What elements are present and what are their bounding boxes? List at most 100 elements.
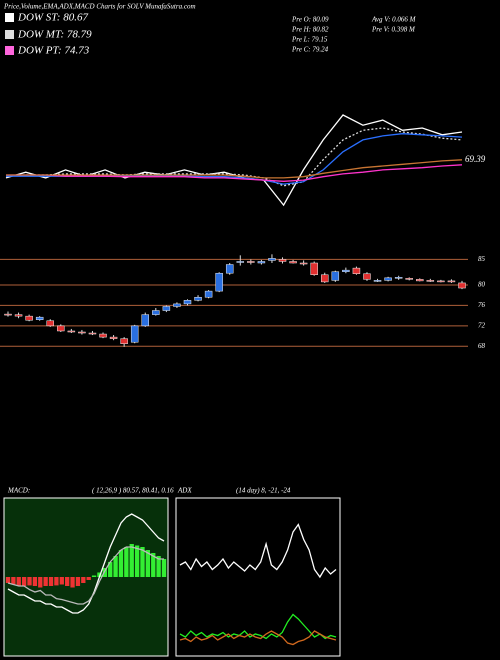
- y-tick-label: 85: [478, 255, 486, 263]
- histogram-bar: [97, 572, 102, 577]
- histogram-bar: [161, 559, 167, 577]
- candle-body: [320, 274, 329, 283]
- series-line: [179, 613, 337, 640]
- legend-entry: DOW ST: 80.67: [17, 12, 88, 24]
- adx-subtitle: (14 day) 8, -21, -24: [236, 487, 291, 495]
- candle-body: [14, 314, 23, 317]
- legend-entry: DOW PT: 74.73: [17, 45, 90, 57]
- candle-body: [384, 277, 392, 281]
- candle-body: [236, 261, 245, 263]
- candle-body: [57, 325, 65, 332]
- candle-body: [25, 315, 33, 321]
- candle-body: [405, 278, 413, 280]
- series-line: [6, 164, 463, 182]
- candle-body: [99, 333, 107, 338]
- histogram-bar: [43, 577, 48, 586]
- legend-entry: DOW MT: 78.79: [17, 29, 92, 41]
- candle-body: [194, 296, 202, 301]
- candle-body: [310, 262, 318, 276]
- candle-body: [247, 261, 255, 263]
- candle-body: [299, 262, 308, 265]
- series-line: [179, 523, 337, 579]
- histogram-bar: [21, 577, 27, 586]
- histogram-bar: [145, 550, 151, 577]
- page-title: Price,Volume,EMA,ADX,MACD Charts for SOL…: [3, 3, 196, 11]
- candle-body: [342, 269, 350, 272]
- histogram-bar: [124, 547, 129, 577]
- info-text: Pre O: 80.09: [291, 16, 329, 24]
- candle-body: [78, 331, 86, 334]
- legend-swatch: [5, 13, 14, 22]
- y-tick-label: 76: [478, 301, 486, 309]
- legend-swatch: [5, 46, 14, 55]
- histogram-bar: [86, 577, 91, 580]
- histogram-bar: [27, 577, 32, 586]
- info-text: Pre V: 0.398 M: [371, 26, 416, 34]
- candle-body: [141, 314, 150, 327]
- histogram-bar: [102, 568, 107, 577]
- candle-body: [130, 325, 139, 343]
- candle-body: [35, 316, 44, 320]
- candle-body: [162, 306, 171, 311]
- candle-body: [183, 300, 192, 305]
- candle-body: [204, 290, 213, 298]
- candle-body: [46, 320, 54, 327]
- series-line: [7, 513, 165, 614]
- series-line: [7, 546, 164, 605]
- candle-body: [152, 310, 160, 315]
- macd-subtitle: ( 12,26,9 ) 80.57, 80.41, 0.16: [92, 487, 174, 495]
- candle-body: [416, 279, 424, 282]
- candle-body: [373, 280, 382, 282]
- info-text: Pre H: 80.82: [291, 26, 329, 34]
- candle-body: [289, 261, 297, 264]
- candle-body: [88, 332, 97, 335]
- candle-body: [173, 303, 181, 307]
- candle-body: [225, 264, 234, 274]
- histogram-bar: [16, 577, 21, 586]
- candle-body: [363, 273, 371, 280]
- candle-body: [394, 277, 403, 279]
- y-tick-label: 80: [478, 281, 486, 289]
- histogram-bar: [134, 545, 140, 577]
- series-line: [5, 127, 463, 187]
- candle-body: [109, 336, 118, 339]
- candle-body: [458, 282, 466, 289]
- candle-body: [352, 267, 361, 274]
- adx-title: ADX: [177, 487, 192, 495]
- value-label: 69.39: [465, 154, 486, 164]
- histogram-bar: [38, 577, 43, 588]
- histogram-bar: [118, 550, 124, 577]
- candle-body: [426, 280, 435, 282]
- candle-body: [215, 272, 223, 292]
- histogram-bar: [91, 575, 97, 577]
- histogram-bar: [5, 577, 11, 583]
- info-text: Avg V: 0.066 M: [371, 16, 417, 24]
- histogram-bar: [156, 556, 161, 577]
- candle-body: [278, 259, 287, 262]
- histogram-bar: [151, 553, 156, 577]
- histogram-bar: [108, 562, 113, 577]
- histogram-bar: [65, 577, 70, 586]
- y-tick-label: 68: [478, 342, 486, 350]
- candle-body: [268, 258, 276, 261]
- candle-body: [331, 271, 340, 281]
- info-text: Pre C: 79.24: [291, 46, 329, 54]
- histogram-bar: [70, 577, 75, 588]
- histogram-bar: [129, 544, 134, 577]
- adx-panel: [175, 497, 341, 657]
- histogram-bar: [54, 577, 59, 586]
- candle-body: [257, 261, 266, 264]
- series-line: [179, 630, 337, 646]
- candle-body: [67, 330, 76, 333]
- info-text: Pre L: 79.15: [291, 36, 328, 44]
- histogram-bar: [75, 577, 81, 586]
- macd-title: MACD:: [7, 487, 30, 495]
- histogram-bar: [59, 577, 64, 585]
- histogram-bar: [140, 547, 145, 577]
- candle-body: [447, 280, 456, 283]
- histogram-bar: [32, 577, 38, 586]
- series-line: [6, 159, 463, 179]
- histogram-bar: [81, 577, 86, 583]
- candle-body: [437, 280, 445, 283]
